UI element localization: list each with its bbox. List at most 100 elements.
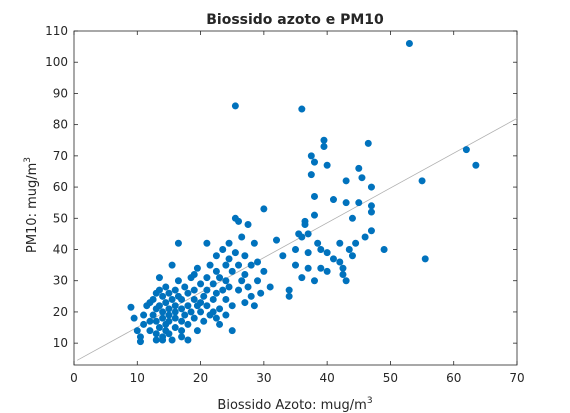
- data-point: [146, 317, 154, 325]
- data-point: [209, 308, 217, 316]
- x-axis-label-text: Biossido Azoto: mug/m: [217, 398, 366, 413]
- data-point: [364, 139, 372, 147]
- data-point: [291, 246, 299, 254]
- data-point: [165, 311, 173, 319]
- data-point: [184, 336, 192, 344]
- data-point: [320, 142, 328, 150]
- data-point: [165, 317, 173, 325]
- data-point: [348, 214, 356, 222]
- data-point: [165, 305, 173, 313]
- data-point: [244, 221, 252, 229]
- data-point: [171, 324, 179, 332]
- data-point: [298, 105, 306, 113]
- y-tick-label: 10: [53, 336, 68, 350]
- data-point: [174, 239, 182, 247]
- data-point: [339, 270, 347, 278]
- data-point: [231, 249, 239, 257]
- data-point: [235, 217, 243, 225]
- data-point: [159, 314, 167, 322]
- data-point: [225, 239, 233, 247]
- data-point: [314, 239, 322, 247]
- data-point: [320, 136, 328, 144]
- data-point: [152, 336, 160, 344]
- data-point: [190, 270, 198, 278]
- data-point: [216, 320, 224, 328]
- data-point: [405, 39, 413, 47]
- data-point: [203, 302, 211, 310]
- data-point: [342, 199, 350, 207]
- data-point: [257, 289, 265, 297]
- data-point: [155, 286, 163, 294]
- data-point: [342, 177, 350, 185]
- data-point: [193, 264, 201, 272]
- data-point: [222, 295, 230, 303]
- data-point: [310, 158, 318, 166]
- data-point: [348, 252, 356, 260]
- data-point: [155, 324, 163, 332]
- data-point: [238, 233, 246, 241]
- x-tick-label: 20: [193, 371, 208, 385]
- y-tick-label: 40: [53, 243, 68, 257]
- data-point: [159, 292, 167, 300]
- data-point: [203, 286, 211, 294]
- data-point: [212, 267, 220, 275]
- data-point: [342, 277, 350, 285]
- x-axis: 0 10 20 30 40 50 60 70: [70, 31, 525, 385]
- data-point: [339, 264, 347, 272]
- data-point: [171, 308, 179, 316]
- data-point: [323, 267, 331, 275]
- data-point: [225, 255, 233, 263]
- data-point: [310, 211, 318, 219]
- plot-area: [73, 30, 518, 366]
- x-axis-label: Biossido Azoto: mug/m3: [217, 396, 372, 413]
- data-point: [336, 258, 344, 266]
- data-point: [355, 199, 363, 207]
- data-point: [184, 320, 192, 328]
- data-point: [250, 302, 258, 310]
- data-point: [136, 338, 144, 346]
- data-point: [212, 314, 220, 322]
- y-tick-label: 50: [53, 211, 68, 225]
- y-tick-label: 30: [53, 274, 68, 288]
- data-point: [209, 295, 217, 303]
- data-point: [197, 280, 205, 288]
- data-point: [197, 299, 205, 307]
- data-point: [219, 286, 227, 294]
- data-point: [159, 336, 167, 344]
- data-point: [352, 239, 360, 247]
- chart-title: Biossido azoto e PM10: [206, 12, 384, 28]
- data-point: [155, 274, 163, 282]
- data-point: [127, 303, 135, 311]
- data-point: [184, 289, 192, 297]
- data-point: [168, 336, 176, 344]
- data-point: [317, 246, 325, 254]
- data-point: [216, 274, 224, 282]
- data-point: [336, 239, 344, 247]
- data-point: [285, 292, 293, 300]
- data-point: [279, 252, 287, 260]
- data-point: [206, 261, 214, 269]
- data-point: [329, 255, 337, 263]
- data-point: [178, 327, 186, 335]
- y-axis-label-sup: 3: [23, 157, 33, 163]
- data-point: [203, 239, 211, 247]
- data-point: [298, 233, 306, 241]
- y-axis-label: PM10: mug/m3: [23, 157, 40, 253]
- data-point: [190, 295, 198, 303]
- data-point: [421, 255, 429, 263]
- data-point: [200, 317, 208, 325]
- data-point: [291, 261, 299, 269]
- data-point: [187, 308, 195, 316]
- data-point: [307, 152, 315, 160]
- data-point: [152, 330, 160, 338]
- data-point: [244, 283, 252, 291]
- data-point: [197, 308, 205, 316]
- data-point: [301, 217, 309, 225]
- data-point: [216, 305, 224, 313]
- data-point: [307, 171, 315, 179]
- data-point: [140, 311, 148, 319]
- data-point: [222, 261, 230, 269]
- data-point: [159, 308, 167, 316]
- y-tick-label: 80: [53, 118, 68, 132]
